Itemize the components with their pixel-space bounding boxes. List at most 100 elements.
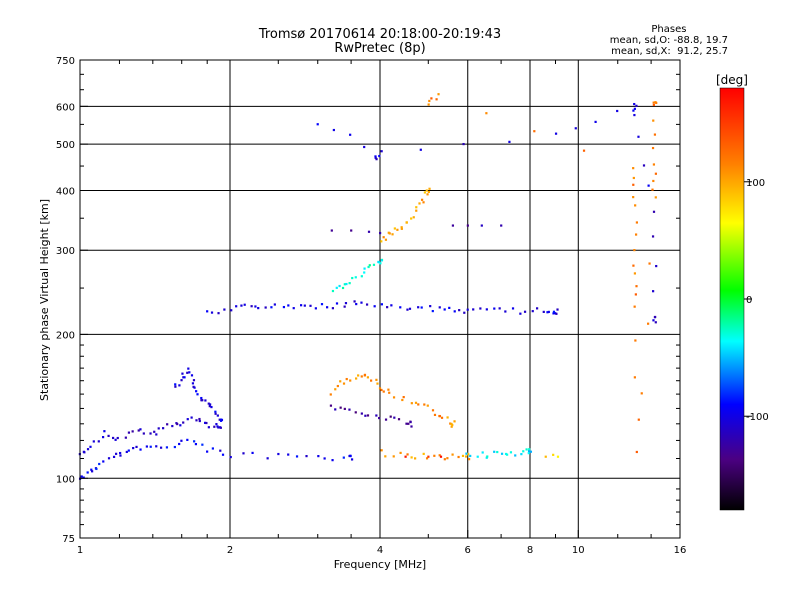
data-point <box>542 310 545 313</box>
data-point <box>179 424 182 427</box>
data-point <box>366 414 370 417</box>
data-point <box>384 418 388 421</box>
data-point <box>375 158 378 161</box>
data-point <box>500 224 503 227</box>
data-point <box>114 438 117 441</box>
data-point <box>201 443 204 446</box>
data-point <box>479 307 482 310</box>
data-point <box>207 402 210 405</box>
data-point <box>528 448 531 451</box>
data-point <box>633 249 636 252</box>
data-point <box>654 315 657 319</box>
data-point <box>360 275 363 278</box>
data-point <box>449 422 452 425</box>
data-point <box>149 432 152 435</box>
data-point <box>414 457 417 460</box>
data-point <box>119 454 122 457</box>
data-point <box>401 398 404 402</box>
data-point <box>334 388 337 391</box>
data-point <box>91 470 94 473</box>
data-point <box>421 198 424 201</box>
data-point <box>378 387 382 390</box>
data-point <box>433 454 436 457</box>
data-point <box>380 150 383 153</box>
data-point <box>367 230 371 233</box>
data-point <box>131 430 134 433</box>
data-point <box>135 445 138 449</box>
data-point <box>317 455 320 458</box>
colorbar-tick-label: 0 <box>746 295 752 306</box>
data-point <box>153 430 156 433</box>
data-point <box>171 424 174 428</box>
phase-stats-o: mean, sd,O: -88.8, 19.7 <box>609 35 728 46</box>
data-point <box>392 455 395 458</box>
data-point <box>632 176 635 180</box>
data-point <box>277 452 280 456</box>
x-tick-label: 10 <box>572 545 585 556</box>
data-point <box>323 457 326 460</box>
data-point <box>652 101 655 104</box>
data-point <box>410 456 413 459</box>
data-point <box>372 263 376 266</box>
data-points <box>78 93 658 480</box>
data-point <box>632 109 635 112</box>
data-point <box>360 301 363 304</box>
data-point <box>82 450 85 453</box>
data-point <box>201 399 204 402</box>
data-point <box>378 154 381 158</box>
data-point <box>242 452 245 455</box>
data-point <box>186 418 189 421</box>
data-point <box>446 416 449 419</box>
y-tick-label: 400 <box>56 186 75 197</box>
data-point <box>633 107 636 110</box>
data-point <box>458 309 461 312</box>
data-point <box>373 305 376 308</box>
data-point <box>427 455 430 458</box>
phase-stats-heading: Phases <box>651 24 687 35</box>
data-point <box>86 448 90 451</box>
data-point <box>433 413 437 417</box>
data-point <box>582 149 586 152</box>
data-point <box>127 431 131 434</box>
data-point <box>178 384 181 387</box>
data-point <box>89 445 92 448</box>
data-point <box>529 450 533 453</box>
data-point <box>430 97 433 100</box>
data-point <box>345 377 348 381</box>
data-point <box>635 221 638 224</box>
data-point <box>652 179 655 183</box>
data-point <box>240 304 243 307</box>
data-point <box>365 303 369 306</box>
y-tick-label: 750 <box>56 56 75 67</box>
data-point <box>364 414 367 417</box>
data-point <box>214 412 217 415</box>
data-point <box>633 376 636 379</box>
data-point <box>303 304 306 307</box>
data-point <box>632 167 635 170</box>
data-point <box>218 418 221 421</box>
data-point <box>205 421 208 425</box>
data-point <box>341 286 345 290</box>
data-point <box>329 393 332 396</box>
x-axis-ticks: 1 2 4 6 8 10 16 <box>77 60 686 556</box>
data-point <box>637 418 640 421</box>
y-tick-label: 75 <box>62 534 75 545</box>
data-point <box>214 410 217 413</box>
data-point <box>379 262 382 265</box>
data-point <box>363 271 366 274</box>
data-point <box>425 189 428 192</box>
data-point <box>506 453 509 456</box>
data-point <box>552 453 555 456</box>
data-point <box>435 98 438 101</box>
data-point <box>654 321 657 324</box>
data-point <box>450 422 453 426</box>
data-point <box>350 458 354 461</box>
data-point <box>632 196 635 199</box>
data-point <box>504 310 507 313</box>
data-point <box>633 272 637 275</box>
data-point <box>368 264 371 267</box>
data-point <box>431 309 434 313</box>
data-point <box>420 306 423 309</box>
data-point <box>647 322 650 325</box>
